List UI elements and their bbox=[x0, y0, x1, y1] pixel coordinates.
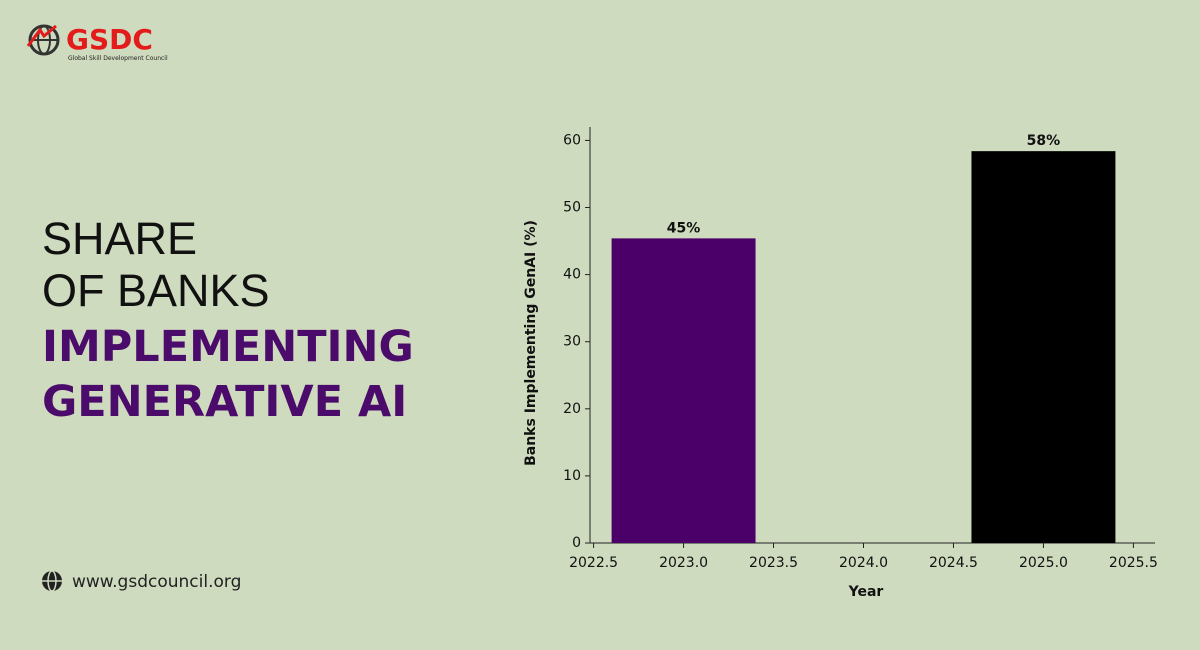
logo-arrow bbox=[26, 24, 57, 47]
bar bbox=[971, 151, 1116, 543]
website: www.gsdcouncil.org bbox=[72, 572, 241, 592]
value-label: 58% bbox=[1027, 133, 1061, 149]
x-axis-label: Year bbox=[848, 584, 884, 600]
logo-text: GSDC bbox=[66, 23, 153, 56]
y-tick-label: 60 bbox=[563, 132, 581, 148]
x-tick-label: 2023.5 bbox=[749, 555, 798, 571]
y-axis-label: Banks Implementing GenAI (%) bbox=[523, 220, 539, 466]
x-tick-label: 2024.5 bbox=[929, 555, 978, 571]
headline-highlight: IMPLEMENTING bbox=[42, 322, 414, 372]
value-label: 45% bbox=[667, 220, 701, 236]
x-tick-label: 2024.0 bbox=[839, 555, 888, 571]
y-tick-label: 20 bbox=[563, 401, 581, 417]
y-tick-label: 50 bbox=[563, 200, 581, 216]
y-tick-label: 30 bbox=[563, 334, 581, 350]
bar bbox=[611, 238, 756, 543]
headline-line: OF BANKS bbox=[42, 265, 270, 316]
headline-line: SHARE bbox=[42, 213, 197, 264]
y-tick-label: 0 bbox=[572, 535, 581, 551]
y-tick-label: 40 bbox=[563, 267, 581, 283]
website-icon bbox=[42, 570, 62, 592]
x-tick-label: 2023.0 bbox=[659, 555, 708, 571]
x-tick-label: 2025.0 bbox=[1019, 555, 1068, 571]
logo: GSDC Global Skill Development Council bbox=[26, 23, 168, 62]
headline-highlight: GENERATIVE AI bbox=[42, 377, 407, 427]
y-tick-label: 10 bbox=[563, 468, 581, 484]
logo-subtitle: Global Skill Development Council bbox=[68, 55, 168, 62]
x-tick-label: 2022.5 bbox=[569, 555, 618, 571]
chart: Year Banks Implementing GenAI (%) 0 10 20 3… bbox=[523, 127, 1158, 600]
x-tick-label: 2025.5 bbox=[1109, 555, 1158, 571]
